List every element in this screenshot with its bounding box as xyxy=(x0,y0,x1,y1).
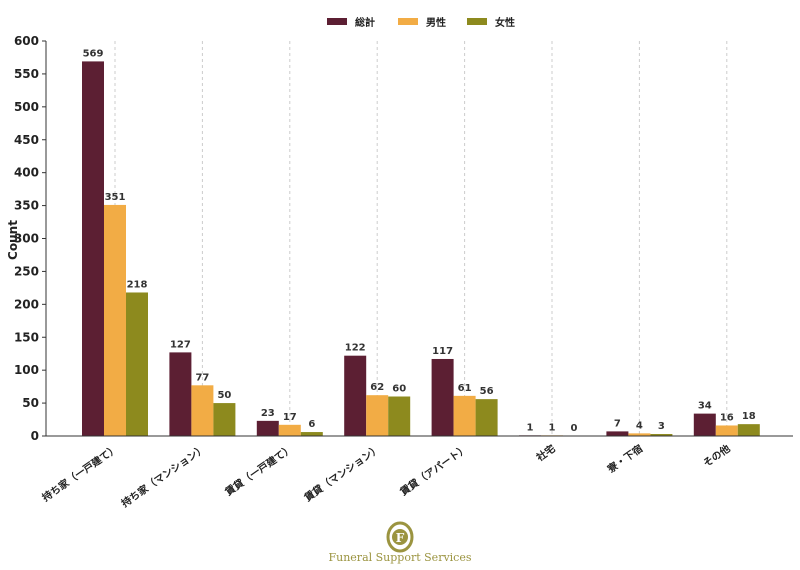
x-tick-label: 賃貸（アパート） xyxy=(397,442,471,499)
legend-label: 総計 xyxy=(355,16,375,29)
data-label: 117 xyxy=(432,346,453,357)
data-label: 62 xyxy=(370,382,384,393)
logo-letter: F xyxy=(396,531,405,545)
bar-総計 xyxy=(256,420,279,436)
data-label: 218 xyxy=(127,279,148,290)
bar-総計 xyxy=(169,352,192,436)
bar-女性 xyxy=(213,403,236,436)
y-tick-label: 350 xyxy=(14,199,39,213)
x-tick-label: 持ち家（一戸建て） xyxy=(40,442,121,504)
bar-総計 xyxy=(344,355,367,436)
data-label: 56 xyxy=(480,386,494,397)
y-tick-label: 400 xyxy=(14,166,39,180)
bar-女性 xyxy=(650,434,673,436)
brand-name: Funeral Support Services xyxy=(329,551,472,564)
data-label: 23 xyxy=(261,408,275,419)
bar-総計 xyxy=(606,431,629,436)
y-tick-label: 300 xyxy=(14,232,39,246)
bar-女性 xyxy=(126,292,148,436)
data-label: 1 xyxy=(549,422,556,433)
data-label: 60 xyxy=(392,384,406,395)
bar-男性 xyxy=(104,204,126,436)
bar-女性 xyxy=(737,424,760,436)
y-tick-label: 250 xyxy=(14,264,39,278)
bar-女性 xyxy=(388,396,411,436)
y-tick-label: 200 xyxy=(14,297,39,311)
data-label: 7 xyxy=(614,418,621,429)
bar-男性 xyxy=(191,385,214,436)
x-tick-label: その他 xyxy=(700,442,732,470)
bar-男性 xyxy=(278,424,301,436)
y-axis-label: Count xyxy=(6,220,20,260)
bar-女性 xyxy=(300,432,323,436)
data-label: 18 xyxy=(742,411,756,422)
bar-総計 xyxy=(693,413,716,436)
legend-swatch xyxy=(398,18,418,25)
bar-女性 xyxy=(475,399,498,436)
legend-swatch xyxy=(467,18,487,25)
data-label: 569 xyxy=(83,48,104,59)
x-tick-label: 賃貸（一戸建て） xyxy=(222,442,296,499)
y-tick-label: 150 xyxy=(14,330,39,344)
y-tick-label: 50 xyxy=(22,396,39,410)
data-label: 351 xyxy=(105,192,126,203)
data-label: 16 xyxy=(720,412,734,423)
data-label: 127 xyxy=(170,339,191,350)
x-tick-label: 社宅 xyxy=(533,442,558,465)
data-label: 4 xyxy=(636,420,643,431)
bar-男性 xyxy=(366,395,389,436)
data-label: 1 xyxy=(527,422,534,433)
legend: 総計 男性 女性 xyxy=(327,16,515,29)
data-label: 77 xyxy=(195,372,209,383)
y-tick-label: 550 xyxy=(14,67,39,81)
x-tick-label: 寮・下宿 xyxy=(604,442,645,476)
axes: 050100150200250300350400450500550600持ち家（… xyxy=(14,34,793,510)
data-label: 61 xyxy=(458,383,472,394)
logo-wreath-icon xyxy=(386,521,414,553)
brand-logo: F Funeral Support Services xyxy=(329,521,472,564)
y-tick-label: 500 xyxy=(14,100,39,114)
bar-男性 xyxy=(453,395,476,436)
data-label: 50 xyxy=(217,390,231,401)
legend-label: 女性 xyxy=(495,16,515,29)
data-label: 6 xyxy=(308,419,315,430)
y-tick-label: 100 xyxy=(14,363,39,377)
bar-男性 xyxy=(715,425,738,436)
y-tick-label: 600 xyxy=(14,34,39,48)
y-tick-label: 450 xyxy=(14,133,39,147)
data-label: 0 xyxy=(571,423,578,434)
bar-総計 xyxy=(431,358,454,436)
bar-男性 xyxy=(628,433,651,436)
x-tick-label: 持ち家（マンション） xyxy=(119,442,208,510)
data-label: 34 xyxy=(698,401,712,412)
data-label: 122 xyxy=(345,343,366,354)
bar-総計 xyxy=(82,61,104,437)
y-tick-label: 0 xyxy=(31,429,39,443)
data-label: 17 xyxy=(283,412,297,423)
legend-swatch xyxy=(327,18,347,25)
x-tick-label: 賃貸（マンション） xyxy=(301,442,383,505)
legend-label: 男性 xyxy=(426,16,446,29)
data-label: 3 xyxy=(658,421,665,432)
